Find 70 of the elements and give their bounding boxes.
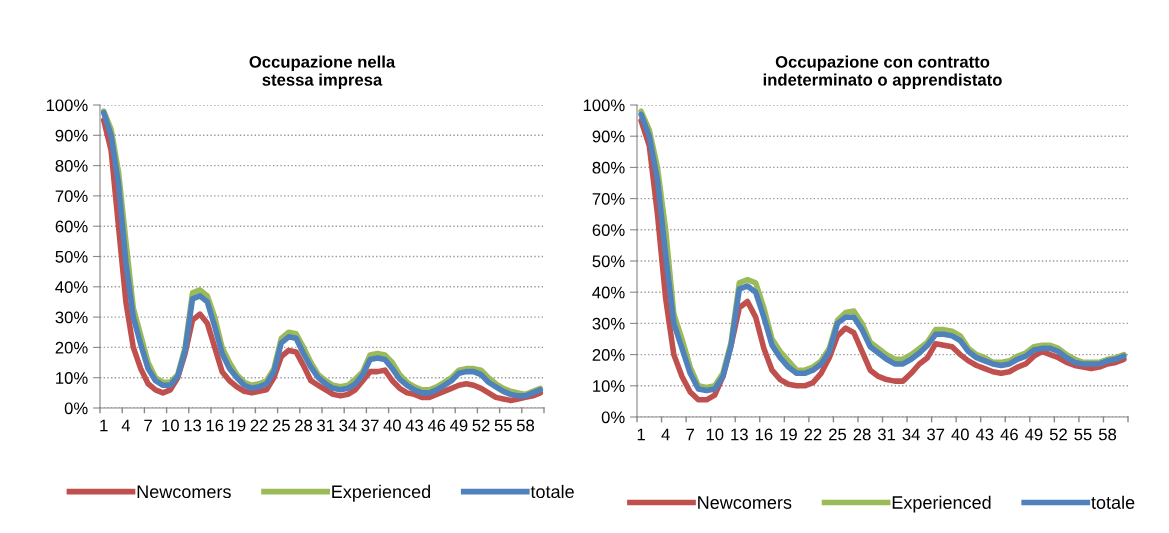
y-tick-label: 40% — [592, 286, 625, 299]
y-tick-label: 60% — [55, 220, 88, 233]
x-tick-label: 55 — [1074, 428, 1092, 441]
x-tick-label: 1 — [100, 419, 108, 432]
y-tick-label: 100% — [46, 99, 88, 112]
x-tick-label: 4 — [661, 428, 670, 441]
x-tick-label: 52 — [1049, 428, 1067, 441]
x-tick-label: 37 — [927, 428, 945, 441]
chart-title: Occupazione con contratto indeterminato o apprendistato — [763, 55, 1002, 90]
y-tick-label: 0% — [601, 411, 625, 424]
x-tick-label: 25 — [829, 428, 847, 441]
y-tick-label: 20% — [55, 341, 88, 354]
legend-label: totale — [1091, 495, 1135, 509]
y-tick-label: 90% — [55, 129, 88, 142]
x-tick-label: 34 — [902, 428, 920, 441]
x-tick-label: 25 — [272, 419, 290, 432]
x-tick-label: 10 — [162, 419, 179, 432]
x-tick-label: 46 — [1000, 428, 1018, 441]
legend-label: Experienced — [332, 484, 430, 502]
x-tick-label: 10 — [706, 428, 724, 441]
y-tick-label: 20% — [592, 349, 625, 361]
y-tick-label: 60% — [592, 224, 625, 236]
y-tick-label: 30% — [592, 317, 625, 330]
x-tick-label: 43 — [975, 428, 994, 441]
x-tick-label: 58 — [516, 419, 535, 432]
x-tick-label: 31 — [877, 428, 896, 441]
x-tick-label: 1 — [637, 428, 645, 441]
x-tick-label: 49 — [450, 419, 468, 432]
x-tick-label: 52 — [472, 419, 490, 432]
x-tick-label: 31 — [317, 419, 335, 432]
legend-label: totale — [530, 484, 574, 499]
x-tick-label: 19 — [228, 419, 246, 432]
x-tick-label: 16 — [755, 428, 773, 441]
x-tick-label: 34 — [339, 419, 357, 432]
y-tick-label: 40% — [55, 281, 88, 293]
x-tick-label: 19 — [780, 428, 797, 441]
x-tick-label: 28 — [295, 419, 313, 432]
y-tick-label: 70% — [592, 193, 625, 205]
y-tick-label: 80% — [592, 161, 625, 174]
x-tick-label: 43 — [405, 419, 424, 432]
x-tick-label: 4 — [121, 419, 131, 432]
y-tick-label: 100% — [583, 99, 625, 112]
x-tick-label: 28 — [853, 428, 871, 441]
x-tick-label: 16 — [206, 419, 224, 432]
y-tick-label: 0% — [64, 402, 88, 415]
y-tick-label: 50% — [592, 255, 625, 268]
y-tick-label: 80% — [55, 160, 88, 172]
x-tick-label: 49 — [1025, 428, 1043, 441]
y-tick-label: 70% — [55, 190, 88, 203]
y-tick-label: 50% — [55, 250, 88, 263]
y-tick-label: 90% — [592, 130, 625, 143]
y-tick-label: 30% — [55, 311, 88, 324]
legend-label: Newcomers — [137, 485, 231, 499]
y-tick-label: 10% — [593, 380, 625, 392]
legend-label: Newcomers — [698, 496, 792, 509]
x-tick-label: 46 — [427, 419, 446, 432]
x-tick-label: 13 — [731, 428, 748, 441]
x-tick-label: 22 — [804, 428, 822, 441]
legend-label: Experienced — [892, 495, 991, 513]
x-tick-label: 37 — [361, 419, 379, 432]
x-tick-label: 22 — [250, 419, 268, 432]
y-tick-label: 10% — [56, 372, 88, 384]
x-tick-label: 7 — [144, 419, 152, 432]
x-tick-label: 58 — [1098, 428, 1117, 441]
x-tick-label: 7 — [686, 428, 694, 441]
x-tick-label: 55 — [494, 419, 512, 432]
x-tick-label: 40 — [951, 428, 969, 441]
x-tick-label: 40 — [383, 419, 401, 432]
x-tick-label: 13 — [184, 419, 202, 432]
chart-title: Occupazione nella stessa impresa — [249, 55, 396, 90]
